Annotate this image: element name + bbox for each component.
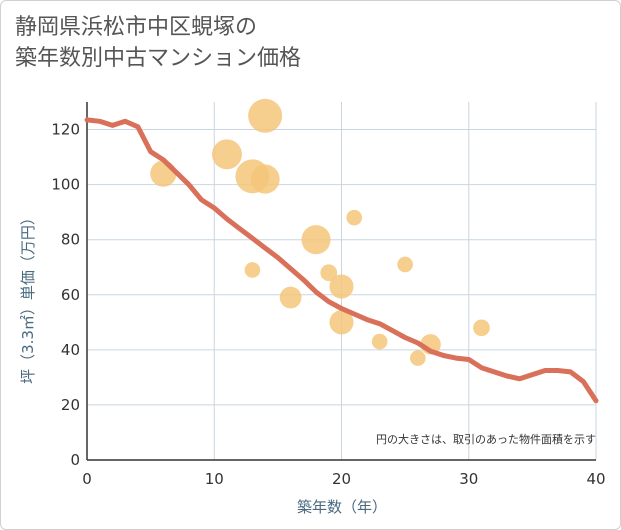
y-axis-title: 坪（3.3㎡）単価（万円） [19,210,37,384]
bubble-size-note: 円の大きさは、取引のあった物件面積を示す [376,432,596,446]
bubble-point [329,310,354,335]
bubble-point [279,286,302,309]
bubble-point [244,262,261,278]
x-tick-label: 30 [459,470,478,488]
bubble-point [329,274,354,299]
trend-line [84,117,599,404]
bubble-point [397,256,413,273]
bubble-point [371,333,388,350]
chart-title-line-2: 築年数別中古マンション価格 [15,46,302,71]
y-tick-label: 60 [61,286,80,304]
y-tick-label: 40 [61,341,80,359]
x-axis-title: 築年数（年） [297,498,387,516]
bubble-point [248,98,283,133]
x-tick-label: 20 [332,470,351,488]
bubble-point [473,319,490,337]
chart-title-line-1: 静岡県浜松市中区蜆塚の [15,15,258,40]
axis-ticks: 0 10 20 30 40 0 20 40 60 80 100 120 [51,121,605,488]
y-tick-label: 0 [70,451,80,469]
x-tick-label: 10 [205,470,224,488]
chart-title: 静岡県浜松市中区蜆塚の 築年数別中古マンション価格 [15,12,301,74]
x-tick-label: 0 [82,470,92,488]
bubble-point [410,350,426,366]
bubble-point [250,164,280,194]
bubble-point [346,209,363,226]
bubble-point [301,225,331,255]
y-tick-label: 100 [51,176,80,194]
x-tick-label: 40 [586,470,605,488]
y-tick-label: 120 [51,121,80,139]
y-tick-label: 20 [61,396,80,414]
y-tick-label: 80 [61,231,80,249]
bubble-point [211,139,242,170]
bubble-point [150,160,177,187]
bubble-point [320,264,338,282]
trend-series [84,117,599,404]
